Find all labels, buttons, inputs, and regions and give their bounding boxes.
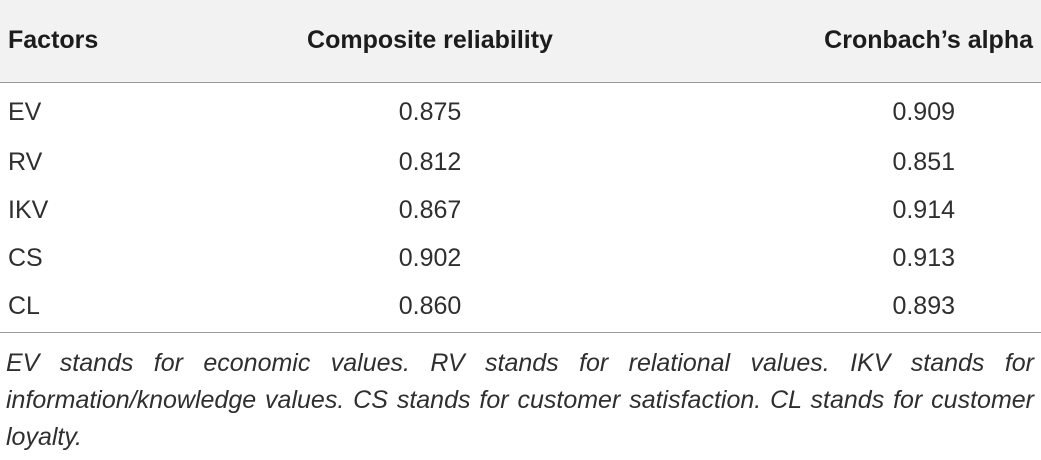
alpha-cell: 0.851 <box>892 147 955 176</box>
alpha-cell: 0.914 <box>892 195 955 224</box>
factor-cell: CL <box>0 282 260 333</box>
alpha-cell: 0.893 <box>600 282 1041 333</box>
header-composite-reliability: Composite reliability <box>260 0 600 83</box>
composite-cell: 0.875 <box>398 98 462 127</box>
composite-cell: 0.860 <box>260 282 600 333</box>
table-body: EV 0.875 0.909 RV 0.812 0.851 IKV 0.867 … <box>0 82 1041 333</box>
table-row: CS 0.902 0.913 <box>0 234 1041 282</box>
alpha-cell: 0.909 <box>892 98 955 127</box>
table-header: Factors Composite reliability Cronbach’s… <box>0 0 1041 83</box>
table-row: CL 0.860 0.893 <box>0 282 1041 333</box>
reliability-table: Factors Composite reliability Cronbach’s… <box>0 0 1041 333</box>
composite-cell: 0.902 <box>398 243 462 272</box>
table-row: EV 0.875 0.909 <box>0 82 1041 138</box>
header-row: Factors Composite reliability Cronbach’s… <box>0 0 1041 83</box>
factor-cell: EV <box>8 98 42 127</box>
header-factors: Factors <box>0 0 260 83</box>
table-row: IKV 0.867 0.914 <box>0 186 1041 234</box>
header-cronbachs-alpha: Cronbach’s alpha <box>600 0 1041 83</box>
composite-cell: 0.867 <box>398 195 462 224</box>
composite-cell: 0.812 <box>398 147 462 176</box>
factor-cell: IKV <box>8 195 49 224</box>
factor-cell: CS <box>8 243 43 272</box>
alpha-cell: 0.913 <box>892 243 955 272</box>
table-footnote: EV stands for economic values. RV stands… <box>6 349 1034 451</box>
table-row: RV 0.812 0.851 <box>0 138 1041 186</box>
factor-cell: RV <box>8 147 43 176</box>
